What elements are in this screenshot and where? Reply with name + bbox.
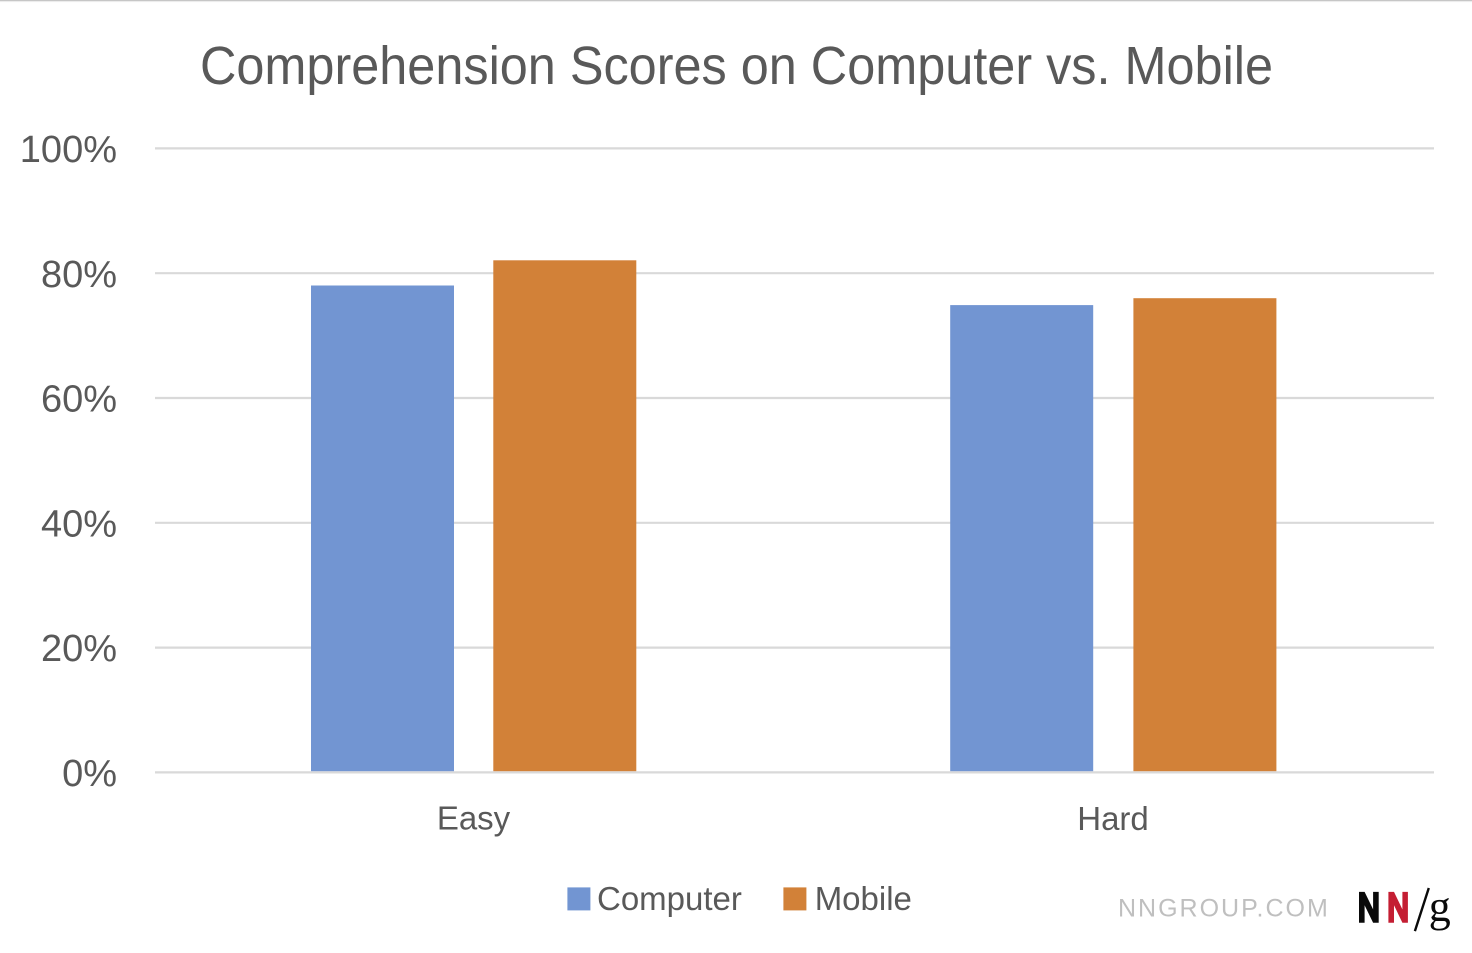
svg-text:40%: 40%: [41, 503, 117, 545]
svg-text:Comprehension Scores on Comput: Comprehension Scores on Computer vs. Mob…: [200, 36, 1273, 96]
svg-text:60%: 60%: [41, 379, 117, 421]
svg-text:20%: 20%: [41, 628, 117, 670]
svg-text:Computer: Computer: [597, 880, 742, 917]
svg-text:0%: 0%: [62, 753, 117, 795]
svg-text:Easy: Easy: [437, 800, 511, 837]
svg-text:80%: 80%: [41, 254, 117, 296]
svg-text:100%: 100%: [20, 129, 117, 171]
svg-text:NNGROUP.COM: NNGROUP.COM: [1118, 895, 1330, 923]
svg-text:Hard: Hard: [1077, 800, 1149, 837]
svg-text:g: g: [1429, 882, 1451, 931]
svg-text:Mobile: Mobile: [815, 880, 912, 917]
